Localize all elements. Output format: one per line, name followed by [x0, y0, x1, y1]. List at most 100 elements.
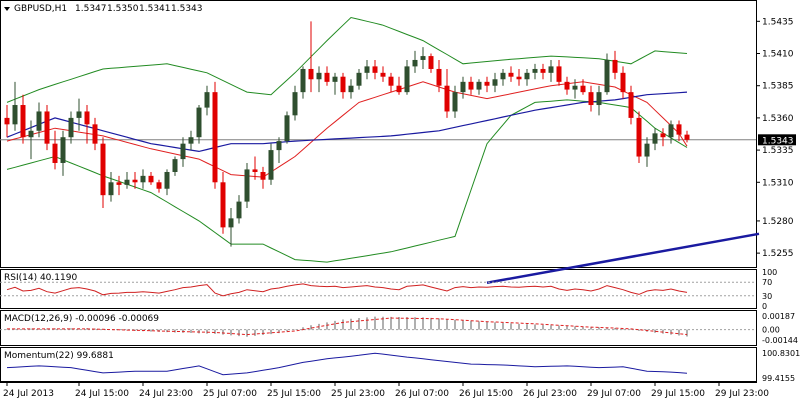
candle-body [100, 143, 106, 196]
candle [668, 120, 674, 144]
candle-body [572, 85, 578, 90]
candle [268, 143, 274, 185]
momentum-line [6, 352, 688, 376]
rsi-label: RSI(14) 40.1190 [4, 273, 77, 283]
candle-body [340, 76, 346, 93]
candle [628, 85, 634, 125]
candle [28, 120, 34, 160]
candle [476, 79, 482, 95]
ohlc-high: 1.5350 [107, 4, 139, 14]
candle [380, 66, 386, 82]
candle [452, 85, 458, 118]
candle [620, 66, 626, 99]
candle-body [188, 137, 194, 144]
candle [444, 68, 450, 118]
candle [244, 162, 250, 209]
candle-body [108, 182, 114, 196]
candle [276, 137, 282, 163]
trend-line [486, 232, 760, 284]
candle-body [284, 115, 290, 142]
time-tick-label: 24 Jul 23:00 [139, 389, 193, 399]
candle [636, 111, 642, 163]
candle [108, 171, 114, 202]
candle-body [204, 92, 210, 108]
candle [316, 66, 322, 93]
candle-body [164, 171, 170, 189]
main-panel-border [0, 0, 757, 268]
candle-body [116, 182, 122, 185]
rsi-tick-label: 100 [762, 268, 777, 277]
candle-body [460, 81, 466, 93]
candle-body [316, 72, 322, 80]
candle-body [668, 124, 674, 138]
candle-body [236, 201, 242, 219]
candle-body [124, 179, 130, 185]
candle-body [20, 105, 26, 138]
candle-body [324, 72, 330, 82]
candle [532, 63, 538, 80]
time-tick-label: 29 Jul 15:00 [651, 389, 705, 399]
candle [652, 128, 658, 151]
candle [548, 59, 554, 82]
momentum-tick-label: 99.4155 [762, 374, 795, 383]
symbol-label: GBPUSD,H1 [14, 4, 67, 14]
candle-body [292, 92, 298, 116]
chevron-down-icon[interactable] [4, 7, 10, 11]
candle-body [452, 92, 458, 112]
candle [556, 59, 562, 86]
candle [372, 59, 378, 80]
candle [164, 169, 170, 196]
rsi-tick-label: 30 [762, 292, 772, 301]
candle [52, 130, 58, 170]
bollinger-middle-band [6, 81, 688, 178]
candle-body [604, 59, 610, 93]
candle-body [444, 85, 450, 112]
candle-body [588, 92, 594, 106]
candle-body [484, 81, 490, 86]
time-tick-label: 25 Jul 07:00 [203, 389, 257, 399]
candle-body [28, 130, 34, 138]
rsi-line [6, 283, 688, 297]
macd-axis: 0.00187 0.00-0.00144 [762, 312, 798, 345]
candle-body [244, 169, 250, 202]
candle-body [428, 56, 434, 69]
candle-body [172, 159, 178, 172]
candle-body [4, 117, 10, 125]
candle [580, 79, 586, 95]
time-tick-label: 29 Jul 07:00 [587, 389, 641, 399]
candle-body [148, 175, 154, 183]
candle-body [308, 68, 314, 80]
candle [68, 111, 74, 144]
momentum-plot [6, 352, 688, 376]
candle [428, 53, 434, 73]
candle-body [252, 169, 258, 172]
candle [324, 66, 330, 86]
candle [332, 72, 338, 95]
candle-body [140, 175, 146, 183]
time-tick-label: 26 Jul 07:00 [395, 389, 449, 399]
candle-body [620, 72, 626, 93]
candle [460, 76, 466, 99]
time-tick-label: 24 Jul 15:00 [75, 389, 129, 399]
candle-body [356, 72, 362, 86]
candle-body [420, 56, 426, 60]
candle [684, 130, 690, 143]
candle [188, 130, 194, 151]
candle [84, 105, 90, 144]
candle [60, 130, 66, 176]
candle [540, 63, 546, 80]
price-tick-label: 1.5435 [762, 17, 794, 27]
candle [44, 105, 50, 151]
candle [308, 21, 314, 93]
candle [196, 105, 202, 144]
candle [404, 59, 410, 95]
candle-body [132, 179, 138, 183]
candle [236, 195, 242, 224]
macd-tick-label: 0.00 [762, 326, 780, 335]
candle [348, 79, 354, 99]
moving-average-line [6, 91, 688, 153]
candle-body [580, 85, 586, 93]
candle [588, 85, 594, 112]
